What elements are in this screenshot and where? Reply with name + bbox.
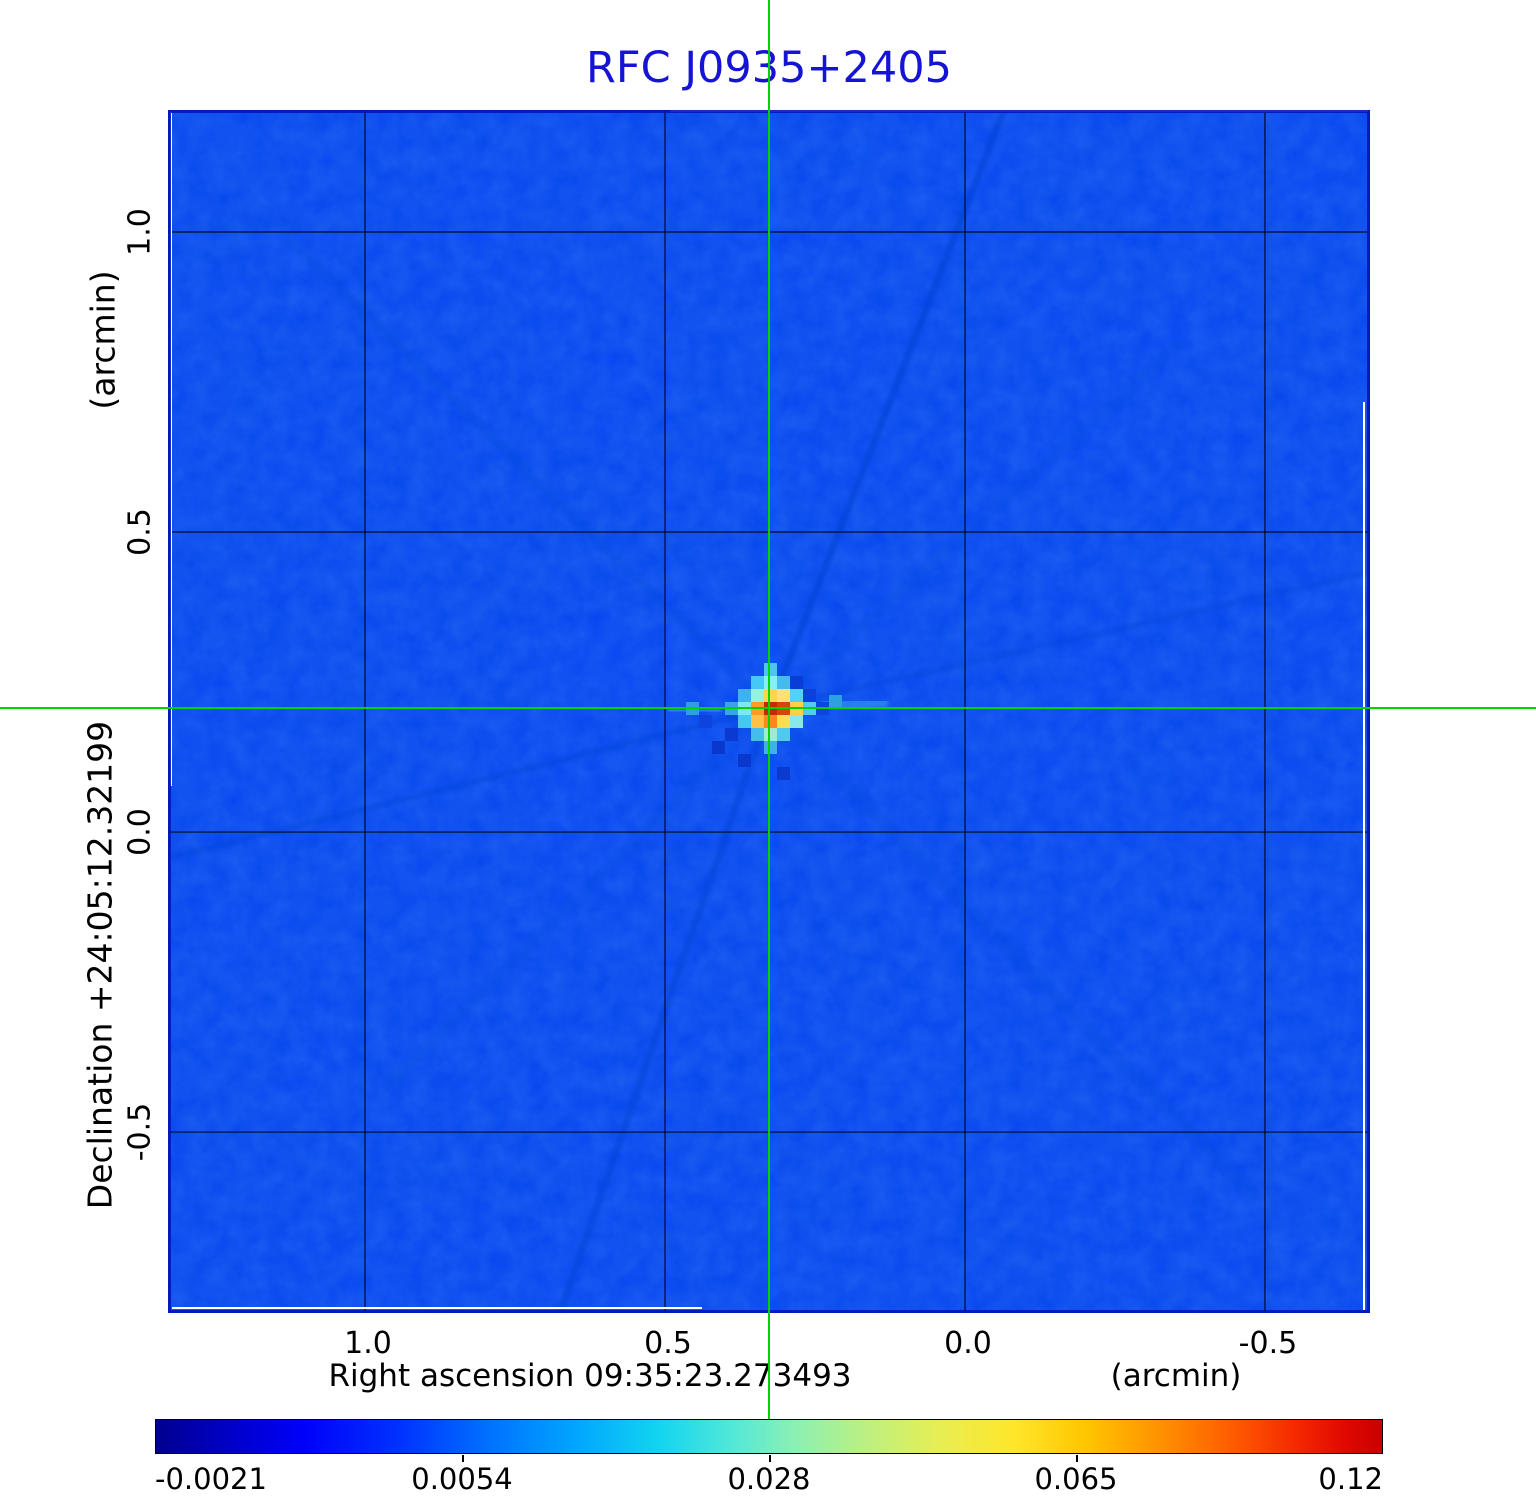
source-pixel-29 [738, 754, 751, 767]
source-pixel-27 [790, 676, 803, 689]
y-tick-label-0: 1.0 [122, 208, 158, 256]
colorbar-tick-1 [769, 1455, 771, 1462]
colorbar-label-4: 0.12 [1318, 1462, 1383, 1496]
colorbar-tick-2 [1076, 1455, 1078, 1462]
x-axis-label: Right ascension 09:35:23.273493 [328, 1358, 852, 1394]
source-pixel-26 [712, 741, 725, 754]
source-pixel-4 [738, 689, 751, 702]
x-axis-unit-label: (arcmin) [1110, 1358, 1242, 1394]
colorbar-tick-0 [462, 1455, 464, 1462]
source-pixel-30 [777, 767, 790, 780]
y-tick-label-3: -0.5 [122, 1102, 158, 1162]
source-pixel-20 [790, 715, 803, 728]
source-pixel-5 [751, 689, 764, 702]
source-pixel-19 [777, 715, 790, 728]
source-pixel-22 [764, 728, 777, 741]
sidelobe-spike-2 [168, 705, 773, 861]
sidelobe-spike-4 [283, 233, 775, 713]
source-pixel-21 [751, 728, 764, 741]
sidelobe-spike-3 [767, 569, 1370, 711]
crosshair-vertical-line [768, 0, 770, 1419]
source-pixel-18 [764, 715, 777, 728]
source-pixel-24 [764, 741, 777, 754]
colorbar [155, 1419, 1383, 1454]
colorbar-label-3: 0.065 [1034, 1462, 1118, 1496]
source-pixel-25 [725, 728, 738, 741]
source-pixel-1 [751, 676, 764, 689]
source-pixel-0 [764, 663, 777, 676]
y-axis-label: Declination +24:05:12.32199 [80, 720, 120, 1210]
source-pixel-17 [751, 715, 764, 728]
source-pixel-3 [777, 676, 790, 689]
source-pixel-28 [803, 689, 816, 702]
sidelobe-spike-7 [764, 339, 1184, 714]
y-tick-label-2: 0.0 [122, 808, 158, 856]
x-tick-label-1: 0.5 [644, 1326, 692, 1361]
x-tick-label-3: -0.5 [1238, 1326, 1298, 1361]
source-pixel-31 [699, 715, 712, 728]
x-tick-label-2: 0.0 [944, 1326, 992, 1361]
crosshair-horizontal-line [0, 707, 1536, 709]
source-pixel-34 [829, 695, 842, 708]
y-tick-label-1: 0.5 [122, 508, 158, 556]
colorbar-label-2: 0.028 [727, 1462, 811, 1496]
y-axis-unit-label: (arcmin) [83, 270, 123, 410]
colorbar-label-0: -0.0021 [155, 1462, 267, 1496]
source-pixel-8 [790, 689, 803, 702]
x-tick-label-0: 1.0 [344, 1326, 392, 1361]
source-pixel-2 [764, 676, 777, 689]
source-pixel-16 [738, 715, 751, 728]
source-pixel-6 [764, 689, 777, 702]
sidelobe-spike-5 [763, 701, 1260, 1202]
source-pixel-23 [777, 728, 790, 741]
colorbar-label-1: 0.0054 [411, 1462, 513, 1496]
source-pixel-7 [777, 689, 790, 702]
sidelobe-spike-6 [382, 702, 776, 1091]
